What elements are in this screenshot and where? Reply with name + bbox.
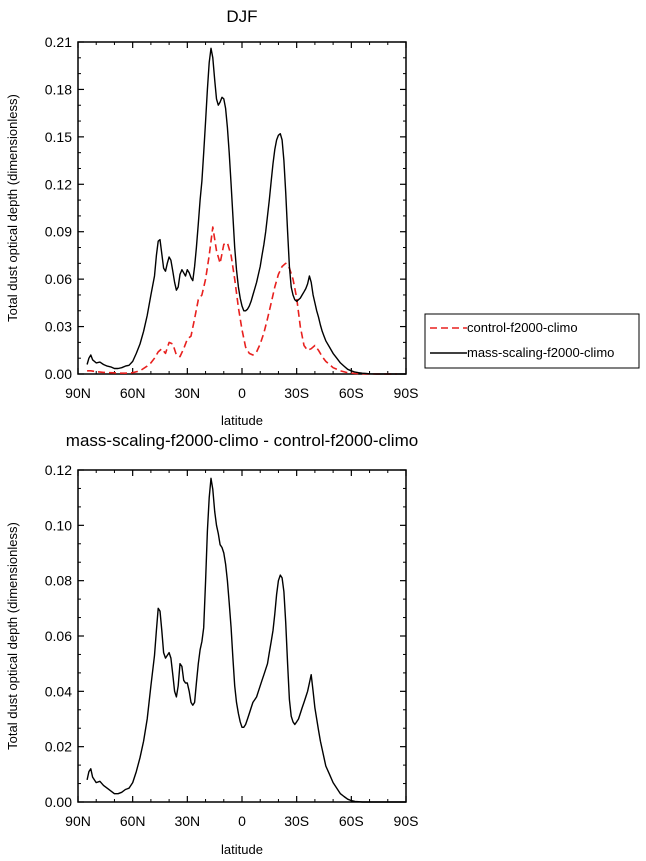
top-y-axis-label: Total dust optical depth (dimensionless) — [5, 94, 20, 322]
top-ytick-label: 0.15 — [45, 129, 72, 145]
bottom-xtick-label: 90S — [394, 813, 419, 829]
bottom-ytick-label: 0.08 — [45, 573, 72, 589]
bottom-xtick-label: 60S — [339, 813, 364, 829]
bottom-ytick-label: 0.06 — [45, 628, 72, 644]
bottom-panel: mass-scaling-f2000-climo - control-f2000… — [5, 431, 418, 857]
top-ytick-label: 0.03 — [45, 319, 72, 335]
top-series-lines — [86, 47, 406, 375]
legend-label-mass-scaling: mass-scaling-f2000-climo — [467, 345, 614, 360]
bottom-xtick-label: 60N — [120, 813, 146, 829]
bottom-x-axis-label: latitude — [221, 842, 263, 857]
legend: control-f2000-climo mass-scaling-f2000-c… — [424, 313, 640, 369]
bottom-series-lines — [86, 477, 406, 803]
bottom-xtick-label: 0 — [238, 813, 246, 829]
bottom-xtick-label: 30N — [174, 813, 200, 829]
bottom-ytick-label: 0.02 — [45, 739, 72, 755]
top-xtick-label: 90S — [394, 385, 419, 401]
bottom-xtick-label: 30S — [284, 813, 309, 829]
top-xtick-label: 60S — [339, 385, 364, 401]
bottom-ytick-label: 0.12 — [45, 462, 72, 478]
top-xtick-label: 90N — [65, 385, 91, 401]
top-ytick-label: 0.21 — [45, 34, 72, 50]
bottom-plot-frame — [77, 469, 407, 803]
bottom-ytick-label: 0.04 — [45, 683, 72, 699]
legend-box — [424, 313, 640, 369]
top-ytick-label: 0.12 — [45, 176, 72, 192]
top-ytick-label: 0.09 — [45, 224, 72, 240]
legend-label-control: control-f2000-climo — [467, 320, 578, 335]
top-ytick-label: 0.00 — [45, 366, 72, 382]
top-xtick-label: 30N — [174, 385, 200, 401]
bottom-xtick-label: 90N — [65, 813, 91, 829]
top-series-line-mass-scaling — [86, 47, 406, 375]
bottom-chart-title: mass-scaling-f2000-climo - control-f2000… — [66, 431, 418, 450]
top-x-axis-label: latitude — [221, 413, 263, 428]
top-xtick-label: 0 — [238, 385, 246, 401]
top-chart-title: DJF — [226, 7, 257, 26]
top-series-line-control — [87, 226, 397, 375]
top-plot-frame — [77, 41, 407, 375]
top-panel: DJF 90N 60N 30N 0 30S 60S 90S 0.00 0.03 0.06 0.09 0… — [5, 7, 418, 428]
top-ytick-label: 0.06 — [45, 271, 72, 287]
top-axis-ticks: 90N 60N 30N 0 30S 60S 90S 0.00 0.03 0.06 0.09 0.12 0… — [45, 34, 419, 401]
top-ytick-label: 0.18 — [45, 81, 72, 97]
bottom-series-line-mass-scaling — [86, 477, 406, 803]
bottom-y-axis-label: Total dust optical depth (dimensionless) — [5, 522, 20, 750]
top-xtick-label: 30S — [284, 385, 309, 401]
top-xtick-label: 60N — [120, 385, 146, 401]
bottom-ytick-label: 0.00 — [45, 794, 72, 810]
bottom-ytick-label: 0.10 — [45, 517, 72, 533]
